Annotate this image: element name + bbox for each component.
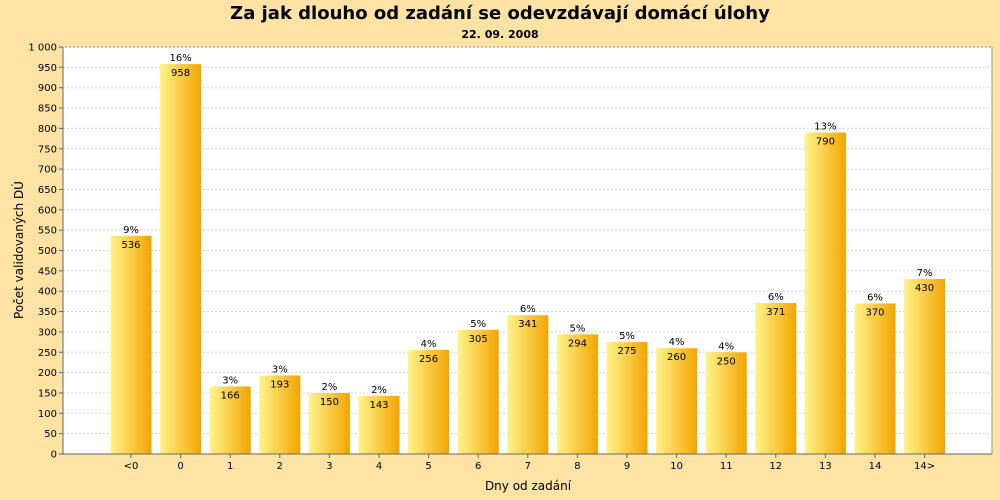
percent-label: 4% (718, 341, 734, 352)
y-tick-label: 100 (38, 409, 57, 420)
bar (308, 392, 350, 454)
y-tick-label: 200 (38, 368, 57, 379)
percent-label: 16% (169, 53, 191, 64)
y-tick-label: 850 (38, 104, 57, 115)
value-label: 166 (221, 390, 240, 401)
bar (259, 375, 301, 454)
y-axis-title: Počet validovaných DÚ (11, 181, 26, 319)
y-tick-label: 350 (38, 307, 57, 318)
y-tick-label: 300 (38, 327, 57, 338)
bar (606, 342, 648, 454)
percent-label: 5% (569, 323, 585, 334)
y-tick-label: 550 (38, 226, 57, 237)
x-tick-label: 14 (869, 461, 882, 472)
bar (804, 132, 846, 454)
percent-label: 5% (619, 331, 635, 342)
x-tick-label: 8 (574, 461, 580, 472)
percent-label: 5% (470, 319, 486, 330)
y-tick-label: 950 (38, 63, 57, 74)
value-label: 256 (419, 354, 438, 365)
y-tick-label: 250 (38, 348, 57, 359)
data-labels: 9% 536 16% 958 3% 166 3% 193 2% 150 2% 143 4% 256 5% 30… (121, 53, 934, 411)
y-tick-label: 500 (38, 246, 57, 257)
x-axis-ticks: <0 0 1 2 3 4 5 6 7 8 9 10 11 12 13 14 14> (124, 454, 935, 472)
y-tick-label: 800 (38, 124, 57, 135)
value-label: 275 (617, 346, 636, 357)
value-label: 143 (369, 400, 388, 411)
percent-label: 13% (814, 121, 836, 132)
x-tick-label: 6 (475, 461, 481, 472)
percent-label: 4% (669, 337, 685, 348)
value-label: 260 (667, 352, 686, 363)
value-label: 790 (816, 136, 835, 147)
chart-subtitle: 22. 09. 2008 (461, 28, 538, 41)
y-tick-label: 1 000 (28, 43, 57, 54)
value-label: 150 (320, 397, 339, 408)
y-tick-label: 750 (38, 144, 57, 155)
bar (408, 349, 450, 454)
percent-label: 6% (867, 292, 883, 303)
chart-title: Za jak dlouho od zadání se odevzdávají d… (230, 3, 770, 24)
y-tick-label: 400 (38, 287, 57, 298)
y-tick-label: 600 (38, 205, 57, 216)
percent-label: 6% (768, 292, 784, 303)
y-tick-label: 650 (38, 185, 57, 196)
y-tick-label: 700 (38, 165, 57, 176)
bar (705, 352, 747, 454)
value-label: 294 (568, 338, 587, 349)
value-label: 305 (469, 334, 488, 345)
bars (110, 64, 946, 455)
bar (457, 329, 499, 454)
x-tick-label: 1 (227, 461, 233, 472)
bar (556, 334, 598, 454)
percent-label: 2% (321, 382, 337, 393)
percent-label: 3% (222, 375, 238, 386)
y-axis-ticks: 0 50 100 150 200 250 300 350 400 450 500 550 600 650 7… (28, 43, 63, 461)
x-tick-label: 9 (624, 461, 630, 472)
y-tick-label: 450 (38, 266, 57, 277)
bar (904, 278, 946, 454)
x-tick-label: 0 (177, 461, 183, 472)
bar (854, 303, 896, 454)
bar (160, 64, 202, 455)
x-tick-label: 11 (720, 461, 733, 472)
x-tick-label: 12 (769, 461, 782, 472)
x-tick-label: 14> (914, 461, 935, 472)
percent-label: 3% (272, 364, 288, 375)
bar (755, 303, 797, 454)
x-tick-label: 7 (525, 461, 531, 472)
value-label: 536 (121, 240, 140, 251)
value-label: 370 (865, 307, 884, 318)
bar (656, 348, 698, 454)
percent-label: 7% (917, 268, 933, 279)
percent-label: 2% (371, 385, 387, 396)
x-tick-label: 10 (670, 461, 683, 472)
x-tick-label: 5 (425, 461, 431, 472)
bar (507, 315, 549, 454)
value-label: 430 (915, 283, 934, 294)
value-label: 193 (270, 379, 289, 390)
y-tick-label: 900 (38, 83, 57, 94)
x-tick-label: 13 (819, 461, 832, 472)
x-axis-title: Dny od zadání (485, 479, 572, 493)
y-tick-label: 0 (51, 450, 57, 461)
y-tick-label: 150 (38, 388, 57, 399)
x-tick-label: <0 (124, 461, 139, 472)
x-tick-label: 4 (376, 461, 382, 472)
value-label: 371 (766, 307, 785, 318)
value-label: 250 (717, 356, 736, 367)
value-label: 958 (171, 68, 190, 79)
percent-label: 4% (421, 339, 437, 350)
bar (110, 235, 152, 454)
bar (209, 386, 251, 454)
x-tick-label: 2 (277, 461, 283, 472)
percent-label: 6% (520, 304, 536, 315)
value-label: 341 (518, 319, 537, 330)
percent-label: 9% (123, 225, 139, 236)
y-tick-label: 50 (44, 429, 57, 440)
x-tick-label: 3 (326, 461, 332, 472)
bar (358, 395, 400, 454)
